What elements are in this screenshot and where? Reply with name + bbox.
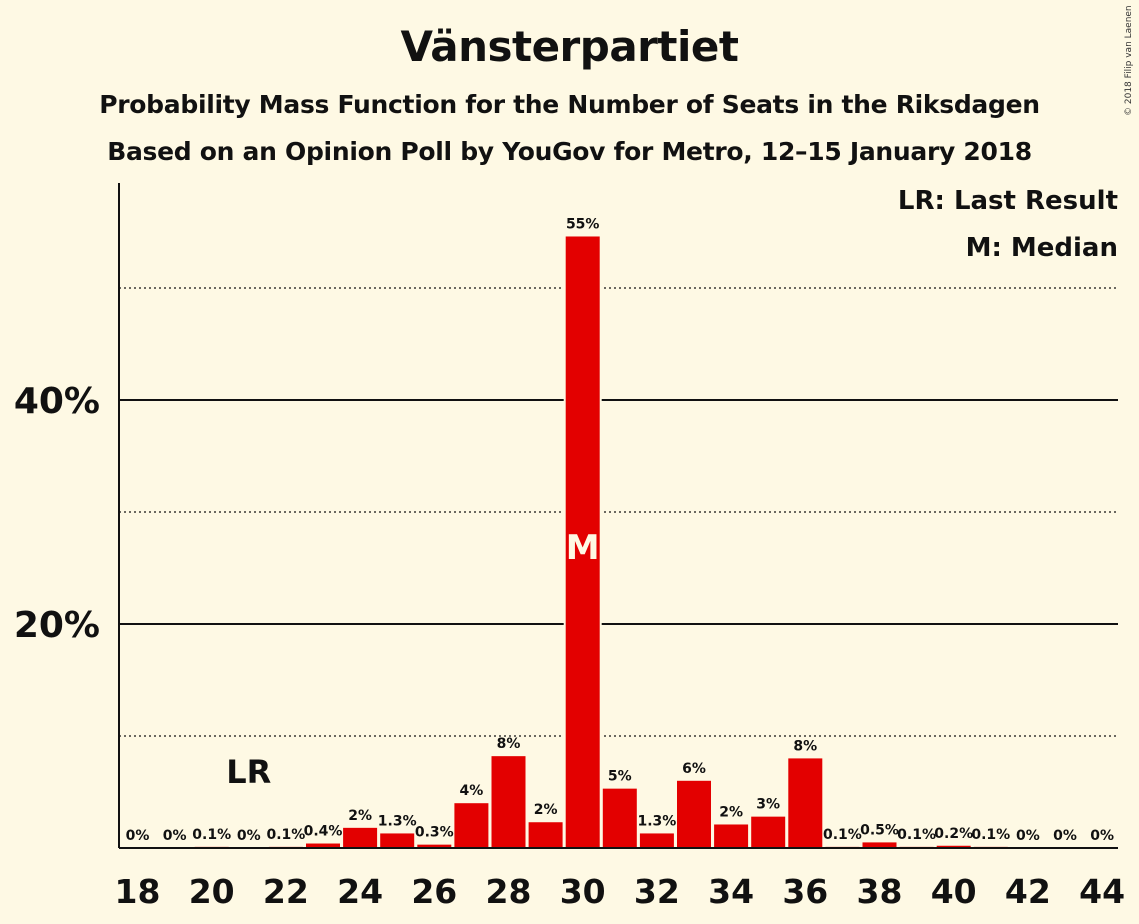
bar — [714, 824, 749, 848]
chart-subtitle-poll: Based on an Opinion Poll by YouGov for M… — [107, 137, 1032, 166]
value-label: 8% — [793, 738, 817, 754]
x-tick-label: 36 — [782, 872, 828, 911]
legend-last-result: LR: Last Result — [898, 186, 1118, 216]
value-label: 0% — [1053, 828, 1077, 844]
y-tick-label: 20% — [14, 605, 100, 646]
value-labels: 0% 0% 0.1% 0% 0.1%0.4%2% 1.3%0.3%4%8%2%55%5%1… — [126, 216, 1114, 844]
value-label: 2% — [348, 808, 372, 824]
bar — [306, 843, 340, 848]
value-label: 4% — [460, 783, 484, 799]
x-tick-label: 28 — [486, 872, 532, 911]
chart-title: Vänsterpartiet — [400, 22, 739, 71]
value-label: 1.3% — [378, 813, 417, 829]
axes: 20% 40% 18 20 22 24 26 28 30 32 34 36 38 40 42 44 — [14, 183, 1125, 911]
bar — [528, 822, 563, 848]
value-label: 0.4% — [304, 824, 343, 840]
bar — [417, 844, 452, 848]
x-tick-label: 24 — [337, 872, 383, 911]
bar — [677, 780, 711, 848]
value-label: 6% — [682, 761, 706, 777]
last-result-marker: LR — [226, 753, 271, 791]
bar — [491, 756, 526, 848]
x-tick-label: 18 — [115, 872, 161, 911]
value-label: 0.2% — [934, 826, 973, 842]
value-label: 8% — [497, 736, 521, 752]
value-label: 5% — [608, 769, 632, 785]
legend-median: M: Median — [966, 233, 1118, 263]
bar — [602, 788, 637, 848]
gridlines — [119, 287, 1118, 737]
bar — [936, 845, 971, 848]
value-label: 0.1% — [897, 827, 936, 843]
value-label: 0% — [1016, 828, 1040, 844]
bar — [343, 827, 378, 848]
x-tick-label: 44 — [1079, 872, 1125, 911]
bar — [380, 833, 415, 848]
value-label: 0% — [237, 828, 261, 844]
x-tick-label: 20 — [189, 872, 235, 911]
bar — [751, 816, 786, 848]
value-label: 0.3% — [415, 825, 454, 841]
bar — [454, 803, 489, 848]
value-label: 0.1% — [266, 827, 305, 843]
x-tick-label: 32 — [634, 872, 680, 911]
bar — [788, 758, 823, 848]
value-label: 0.5% — [860, 822, 899, 838]
x-tick-label: 34 — [708, 872, 754, 911]
value-label: 0% — [126, 828, 150, 844]
value-label: 0.1% — [971, 827, 1010, 843]
value-label: 55% — [566, 216, 600, 232]
y-tick-label: 40% — [14, 381, 100, 422]
bar — [565, 236, 600, 849]
bars — [192, 235, 1010, 849]
x-tick-label: 22 — [263, 872, 309, 911]
value-label: 0% — [163, 828, 187, 844]
median-marker: M — [566, 528, 600, 568]
x-tick-label: 42 — [1005, 872, 1051, 911]
bar — [639, 833, 674, 848]
value-label: 3% — [756, 797, 780, 813]
value-label: 1.3% — [637, 813, 676, 829]
value-label: 2% — [534, 802, 558, 818]
value-label: 0.1% — [823, 827, 862, 843]
x-tick-label: 40 — [931, 872, 977, 911]
value-label: 0% — [1090, 828, 1114, 844]
x-tick-label: 38 — [857, 872, 903, 911]
x-tick-label: 26 — [411, 872, 457, 911]
value-label: 2% — [719, 804, 743, 820]
value-label: 0.1% — [192, 827, 231, 843]
chart-subtitle: Probability Mass Function for the Number… — [99, 90, 1040, 119]
x-tick-label: 30 — [560, 872, 606, 911]
bar — [862, 842, 897, 848]
